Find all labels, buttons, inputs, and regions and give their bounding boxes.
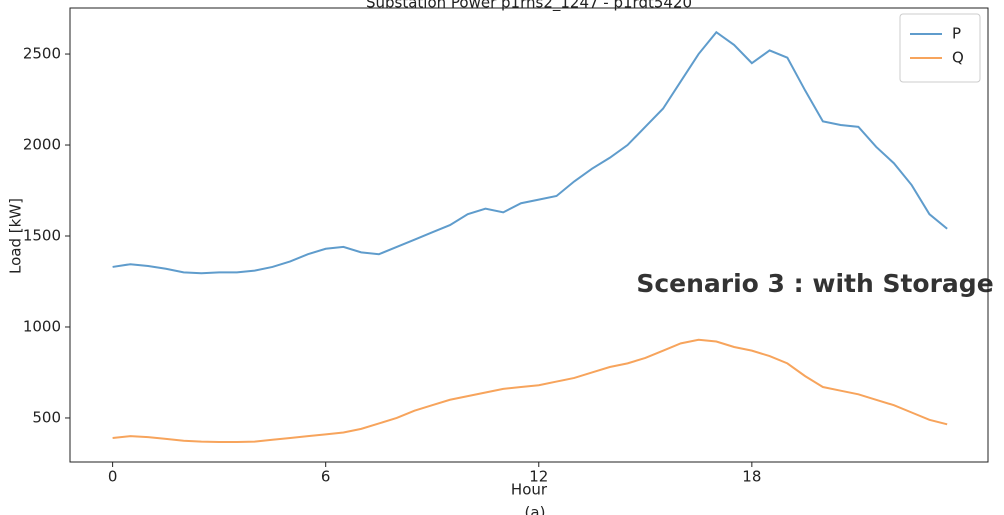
annotation: Scenario 3 : with Storage [636,269,993,298]
series-line [112,338,948,443]
y-tick-label: 1000 [23,317,61,335]
chart-title: Substation Power p1rhs2_1247 - p1rdt5420 [366,0,692,13]
x-tick-label: 12 [529,468,548,486]
x-tick-label: 18 [742,468,761,486]
series-line [112,30,948,275]
y-tick-label: 2000 [23,136,61,154]
x-axis-label: Hour [511,481,548,499]
x-tick-label: 0 [108,468,118,486]
y-tick-label: 2500 [23,45,61,63]
legend-label: Q [952,49,964,67]
y-axis-label: Load [kW] [7,198,25,274]
x-tick-label: 6 [321,468,331,486]
y-tick-label: 500 [32,408,61,426]
legend-label: P [952,25,961,43]
plot-frame [69,7,989,463]
caption: (a) [525,504,546,515]
y-tick-label: 1500 [23,227,61,245]
legend-box [899,13,981,83]
